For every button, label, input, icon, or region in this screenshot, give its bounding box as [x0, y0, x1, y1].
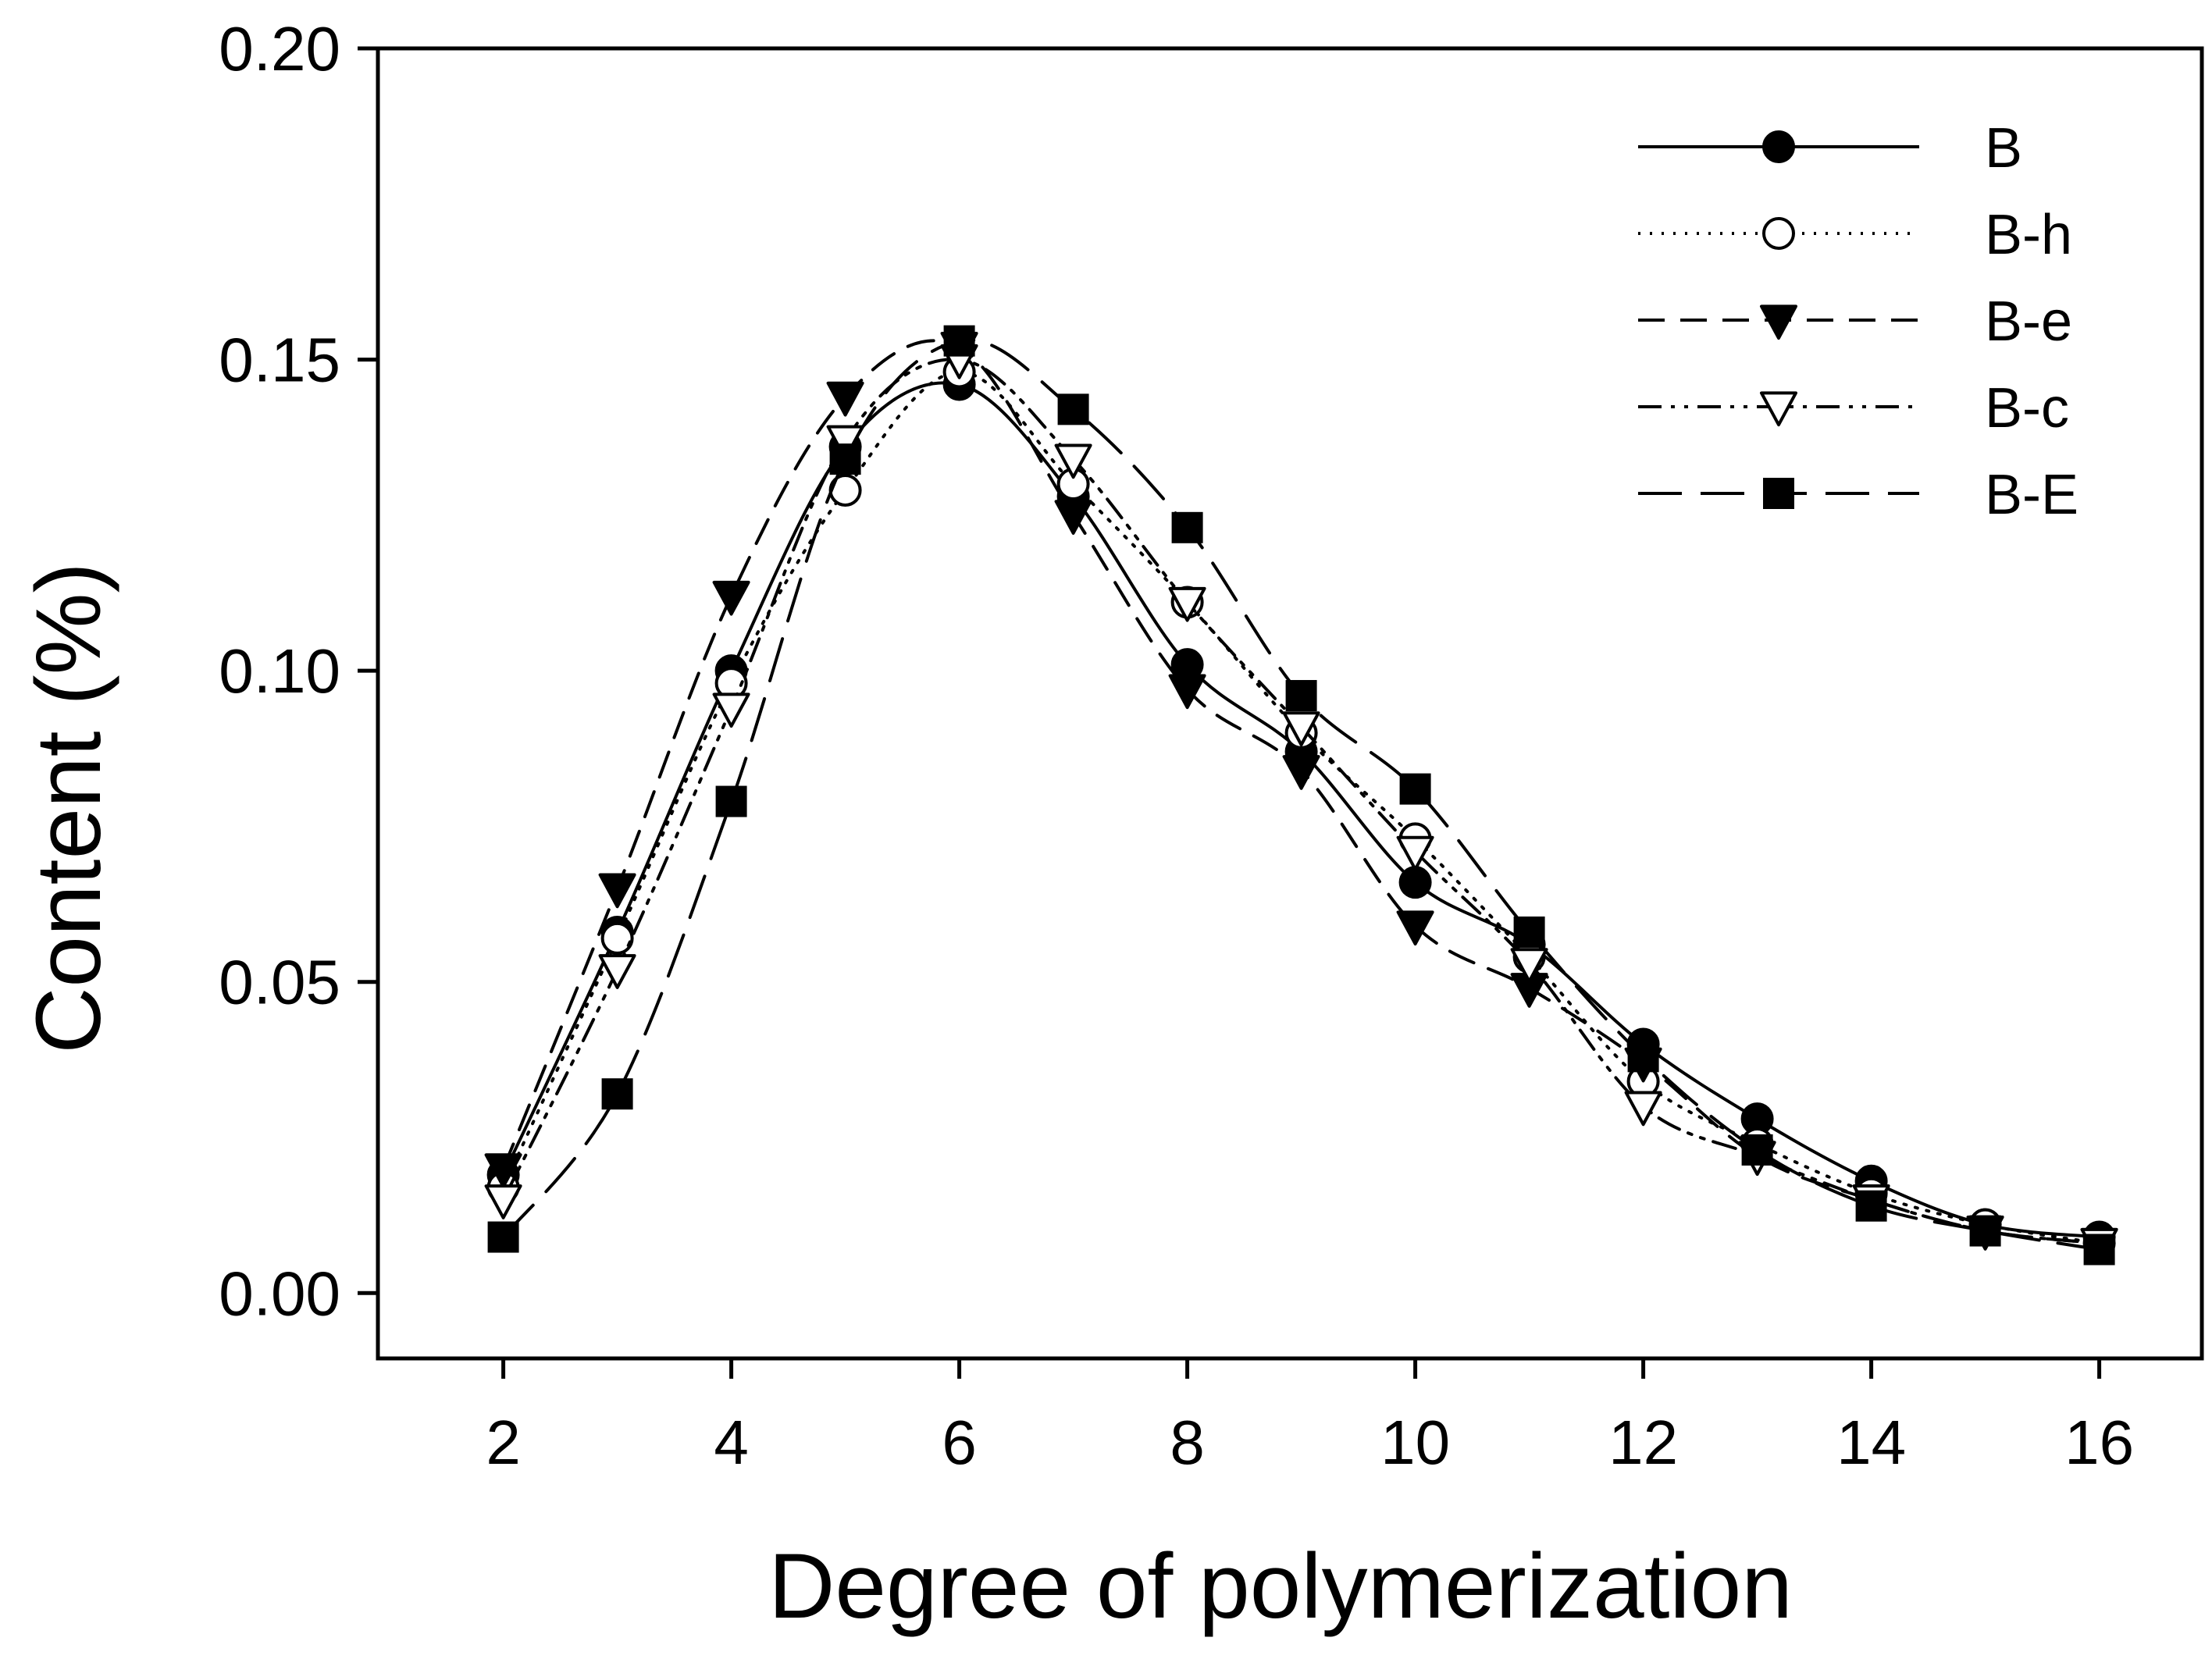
data-point-b-e — [1285, 680, 1317, 712]
data-point-b-e — [1627, 1041, 1659, 1073]
data-point-b-e — [1399, 773, 1431, 805]
data-point-b-e — [601, 1078, 633, 1110]
series-line-b-e — [501, 339, 2101, 1245]
series-group — [484, 325, 2118, 1266]
data-point-b-e — [487, 1221, 519, 1253]
y-tick-label: 0.20 — [219, 14, 340, 84]
data-point-b-e — [1855, 1190, 1887, 1222]
axis-ticks: 0.00 0.05 0.10 0.15 0.20 2 4 6 8 10 12 14 16 — [219, 14, 2134, 1477]
x-tick-label: 16 — [2064, 1408, 2134, 1477]
legend-label-b-e: B-e — [1985, 290, 2072, 353]
data-point-b-c — [1282, 711, 1320, 746]
data-point-b-h — [600, 921, 634, 955]
data-point-b-e — [826, 381, 864, 417]
data-point-b-c — [484, 1184, 522, 1219]
legend-label-b-e: B-E — [1985, 464, 2078, 526]
legend-marker-b-e — [1763, 478, 1794, 509]
data-point-b-e — [1741, 1134, 1773, 1166]
legend-marker-b-c — [1760, 391, 1797, 427]
legend-marker-b — [1762, 130, 1795, 163]
data-point-b-e — [1057, 393, 1089, 425]
data-point-b-c — [1624, 1091, 1662, 1127]
data-point-b-c — [1510, 948, 1548, 983]
series-line-b-e — [501, 338, 2101, 1251]
x-tick-label: 12 — [1608, 1408, 1678, 1477]
x-tick-label: 14 — [1836, 1408, 1906, 1477]
data-point-b-e — [1168, 674, 1206, 710]
data-point-b-e — [1396, 910, 1434, 946]
data-point-b-e — [1969, 1215, 2001, 1247]
data-point-b-e — [1513, 916, 1545, 948]
x-tick-label: 2 — [486, 1408, 521, 1477]
data-point-b-e — [598, 873, 636, 909]
data-point-b-e — [1054, 500, 1092, 535]
data-point-b-e — [1171, 511, 1203, 543]
y-tick-label: 0.10 — [219, 636, 340, 706]
y-tick-label: 0.05 — [219, 948, 340, 1017]
data-point-b-c — [1168, 586, 1206, 622]
data-point-b-e — [712, 580, 750, 616]
x-tick-label: 4 — [714, 1408, 749, 1477]
x-tick-label: 10 — [1380, 1408, 1450, 1477]
data-point-b-e — [943, 325, 975, 357]
legend: B B-h B-e B-c B-E — [1638, 117, 2078, 526]
legend-label-b: B — [1985, 117, 2022, 180]
series-b-e — [487, 325, 2115, 1266]
legend-marker-b-e — [1760, 304, 1797, 340]
legend-marker-b-h — [1762, 217, 1795, 250]
data-point-b-c — [598, 954, 636, 989]
data-point-b-c — [1396, 835, 1434, 871]
plot-frame — [376, 46, 2204, 1361]
legend-label-b-c: B-c — [1985, 377, 2069, 440]
data-point-b — [1398, 866, 1432, 899]
y-tick-label: 0.00 — [219, 1258, 340, 1328]
data-point-b-e — [484, 1153, 522, 1188]
legend-label-b-h: B-h — [1985, 204, 2072, 266]
data-point-b-c — [1054, 443, 1092, 479]
data-point-b-e — [829, 443, 861, 475]
x-tick-label: 8 — [1170, 1408, 1205, 1477]
y-tick-label: 0.15 — [219, 326, 340, 395]
data-point-b-e — [1282, 755, 1320, 790]
x-axis-title: Degree of polymerization — [768, 1535, 1793, 1638]
plot-area — [376, 46, 2204, 1361]
data-point-b-c — [712, 692, 750, 728]
data-point-b-e — [715, 785, 747, 817]
x-tick-label: 6 — [942, 1408, 977, 1477]
y-axis-title: Content (%) — [17, 562, 120, 1054]
data-point-b-e — [2083, 1234, 2115, 1266]
